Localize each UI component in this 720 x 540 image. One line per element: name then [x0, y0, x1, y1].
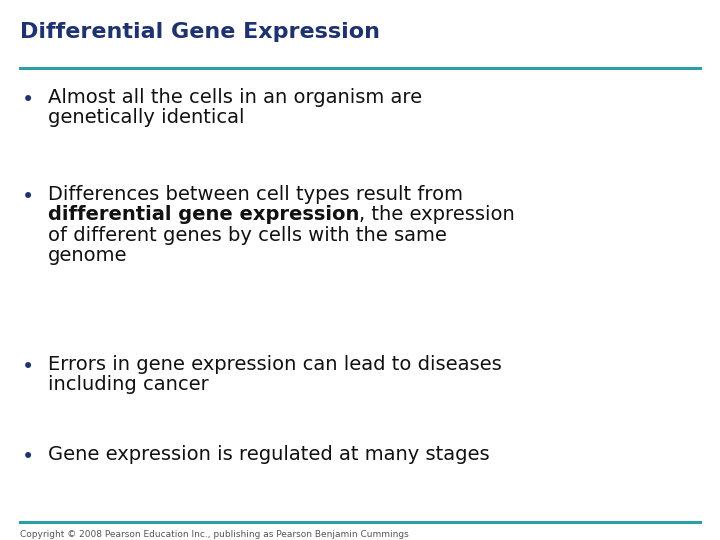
Text: Differences between cell types result from: Differences between cell types result fr… [48, 185, 463, 204]
Text: •: • [22, 90, 35, 110]
Text: including cancer: including cancer [48, 375, 209, 394]
Text: •: • [22, 447, 35, 467]
Text: differential gene expression: differential gene expression [48, 205, 359, 224]
Text: Copyright © 2008 Pearson Education Inc., publishing as Pearson Benjamin Cummings: Copyright © 2008 Pearson Education Inc.,… [20, 530, 409, 539]
Text: •: • [22, 357, 35, 377]
Text: •: • [22, 187, 35, 207]
Text: Almost all the cells in an organism are: Almost all the cells in an organism are [48, 88, 422, 107]
Text: of different genes by cells with the same: of different genes by cells with the sam… [48, 226, 447, 245]
Text: Errors in gene expression can lead to diseases: Errors in gene expression can lead to di… [48, 355, 502, 374]
Text: Differential Gene Expression: Differential Gene Expression [20, 22, 380, 42]
Text: , the expression: , the expression [359, 205, 515, 224]
Text: genetically identical: genetically identical [48, 109, 245, 127]
Text: Gene expression is regulated at many stages: Gene expression is regulated at many sta… [48, 445, 490, 464]
Text: genome: genome [48, 246, 127, 265]
